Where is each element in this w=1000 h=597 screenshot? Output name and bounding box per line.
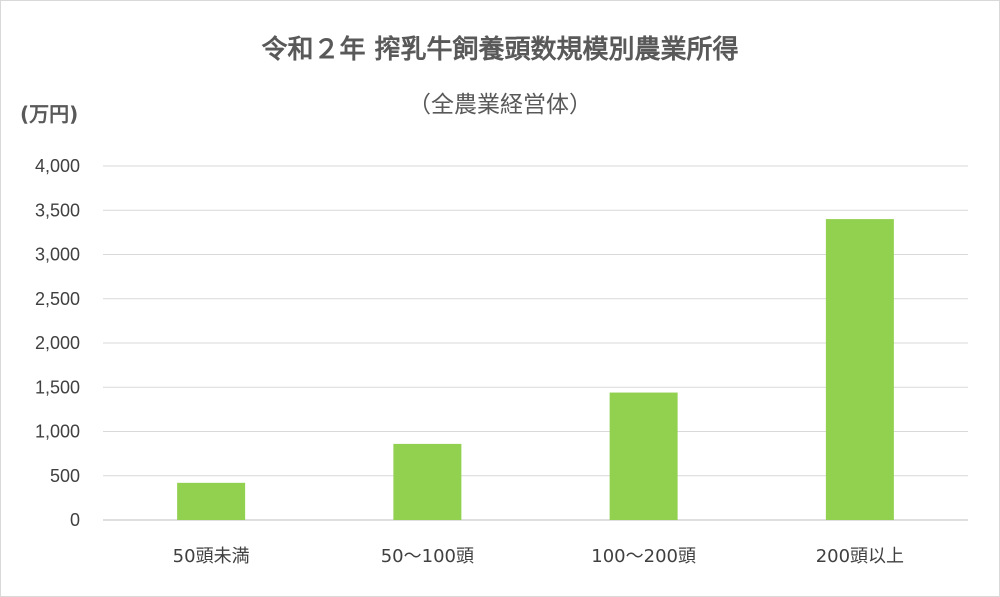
y-axis-unit-label: (万円): [20, 102, 78, 126]
x-category-label: 200頭以上: [816, 546, 904, 567]
x-category-label: 50～100頭: [381, 546, 474, 567]
y-tick-label: 3,500: [35, 200, 80, 220]
bars: [177, 219, 894, 520]
bar: [609, 392, 678, 520]
y-tick-label: 3,000: [35, 245, 80, 265]
y-tick-label: 2,500: [35, 289, 80, 309]
x-category-label: 50頭未満: [173, 546, 250, 567]
gridlines: [103, 165, 968, 521]
bar: [393, 443, 462, 520]
bar: [177, 482, 246, 520]
y-tick-label: 2,000: [35, 333, 80, 353]
y-tick-label: 1,000: [35, 422, 80, 442]
y-tick-label: 1,500: [35, 377, 80, 397]
x-axis-categories: 50頭未満 50～100頭 100～200頭 200頭以上: [173, 546, 904, 567]
chart-title: 令和２年 搾乳牛飼養頭数規模別農業所得: [261, 34, 738, 65]
x-category-label: 100～200頭: [591, 546, 696, 567]
y-tick-label: 0: [70, 510, 80, 530]
chart-subtitle: （全農業経営体）: [408, 92, 592, 118]
y-tick-label: 4,000: [35, 156, 80, 176]
y-tick-label: 500: [50, 466, 80, 486]
y-axis-ticks: 0 500 1,000 1,500 2,000 2,500 3,000 3,500 4,000: [35, 156, 80, 530]
bar: [825, 219, 894, 520]
